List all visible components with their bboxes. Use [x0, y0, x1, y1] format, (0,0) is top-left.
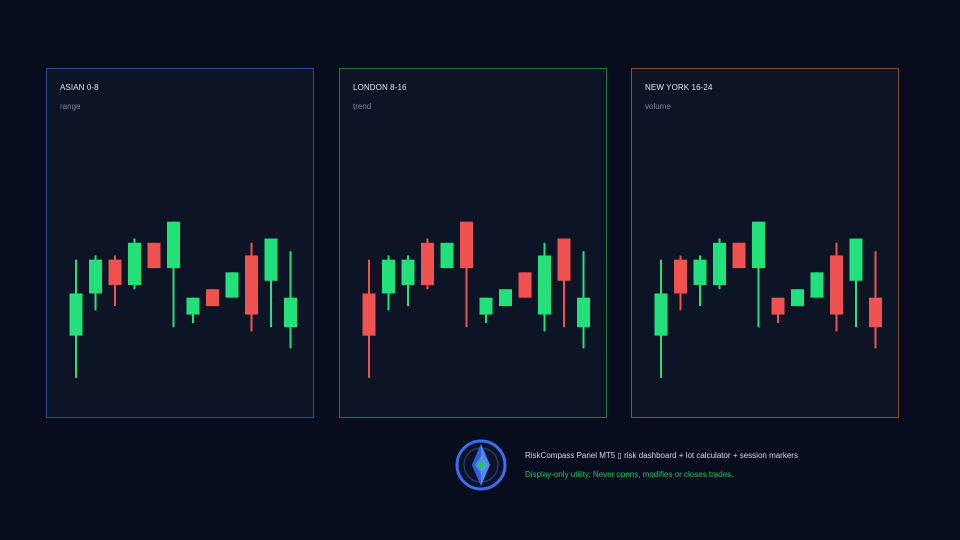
candle-body: [362, 293, 376, 336]
candle-body: [147, 242, 161, 269]
candle-body: [869, 297, 882, 328]
candle-body: [108, 259, 122, 285]
candle: [791, 289, 804, 307]
candle-body: [225, 272, 239, 298]
compass-diamond-icon: [455, 439, 507, 491]
candle-body: [538, 255, 551, 315]
candle: [518, 272, 532, 298]
candle-body: [732, 242, 746, 269]
candle: [167, 221, 180, 328]
candle: [538, 242, 551, 332]
candle-body: [284, 297, 297, 328]
session-panel-london: LONDON 8-16 trend: [339, 68, 607, 418]
candle: [557, 238, 571, 328]
candle-body: [771, 297, 785, 315]
footer-disclaimer: Display-only utility. Never opens, modif…: [525, 470, 734, 479]
candle: [499, 289, 512, 307]
candle-body: [518, 272, 532, 298]
candle-body: [245, 255, 258, 315]
candle-body: [654, 293, 668, 336]
candle-body: [206, 289, 219, 307]
session-panel-newyork: NEW YORK 16-24 volume: [631, 68, 899, 418]
candle: [693, 255, 707, 307]
candle-body: [264, 238, 278, 281]
candle-body: [382, 259, 395, 294]
candlestick-chart-newyork: [654, 221, 882, 378]
candle-body: [499, 289, 512, 307]
candle-body: [557, 238, 571, 281]
candle: [89, 255, 102, 311]
candle-body: [401, 259, 415, 285]
candle-body: [577, 297, 590, 328]
session-subtitle: trend: [353, 102, 372, 111]
session-panel-asian: ASIAN 0-8 range: [46, 68, 314, 418]
session-title: NEW YORK 16-24: [645, 83, 713, 92]
candle: [362, 259, 376, 378]
candle: [849, 238, 863, 328]
candlestick-chart-asian: [69, 221, 297, 378]
session-subtitle: range: [60, 102, 81, 111]
candle: [752, 221, 765, 328]
candle: [440, 242, 454, 269]
candle: [401, 255, 415, 307]
candle: [479, 297, 493, 323]
candle: [421, 238, 434, 290]
candle: [108, 255, 122, 307]
candle: [732, 242, 746, 269]
candle: [206, 289, 219, 307]
candle-body: [674, 259, 687, 294]
session-title: LONDON 8-16: [353, 83, 407, 92]
candle: [869, 251, 882, 349]
candle: [713, 238, 726, 290]
candle: [225, 272, 239, 298]
candle-body: [440, 242, 454, 269]
candle: [284, 251, 297, 349]
candle-body: [128, 242, 141, 285]
candle-body: [89, 259, 102, 294]
candle-body: [186, 297, 200, 315]
candle-body: [479, 297, 493, 315]
candlestick-chart-london: [362, 221, 590, 378]
candle: [264, 238, 278, 328]
candle: [654, 259, 668, 378]
candle: [128, 238, 141, 290]
candle-body: [752, 221, 765, 269]
candle: [577, 251, 590, 349]
candle: [674, 255, 687, 311]
candle: [810, 272, 824, 298]
candle-body: [830, 255, 843, 315]
candle: [460, 221, 473, 328]
candle: [382, 255, 395, 311]
candle-body: [69, 293, 83, 336]
candle-body: [791, 289, 804, 307]
candle-body: [849, 238, 863, 281]
candle-body: [810, 272, 824, 298]
candle: [69, 259, 83, 378]
candle: [147, 242, 161, 269]
session-title: ASIAN 0-8: [60, 83, 99, 92]
candle-body: [167, 221, 180, 269]
candle-body: [421, 242, 434, 285]
candle: [771, 297, 785, 323]
candle-body: [713, 242, 726, 285]
session-subtitle: volume: [645, 102, 671, 111]
candle-body: [693, 259, 707, 285]
candle: [245, 242, 258, 332]
footer-title: RiskCompass Panel MT5 ▯ risk dashboard +…: [525, 451, 798, 460]
candle: [830, 242, 843, 332]
candle: [186, 297, 200, 323]
candle-body: [460, 221, 473, 269]
